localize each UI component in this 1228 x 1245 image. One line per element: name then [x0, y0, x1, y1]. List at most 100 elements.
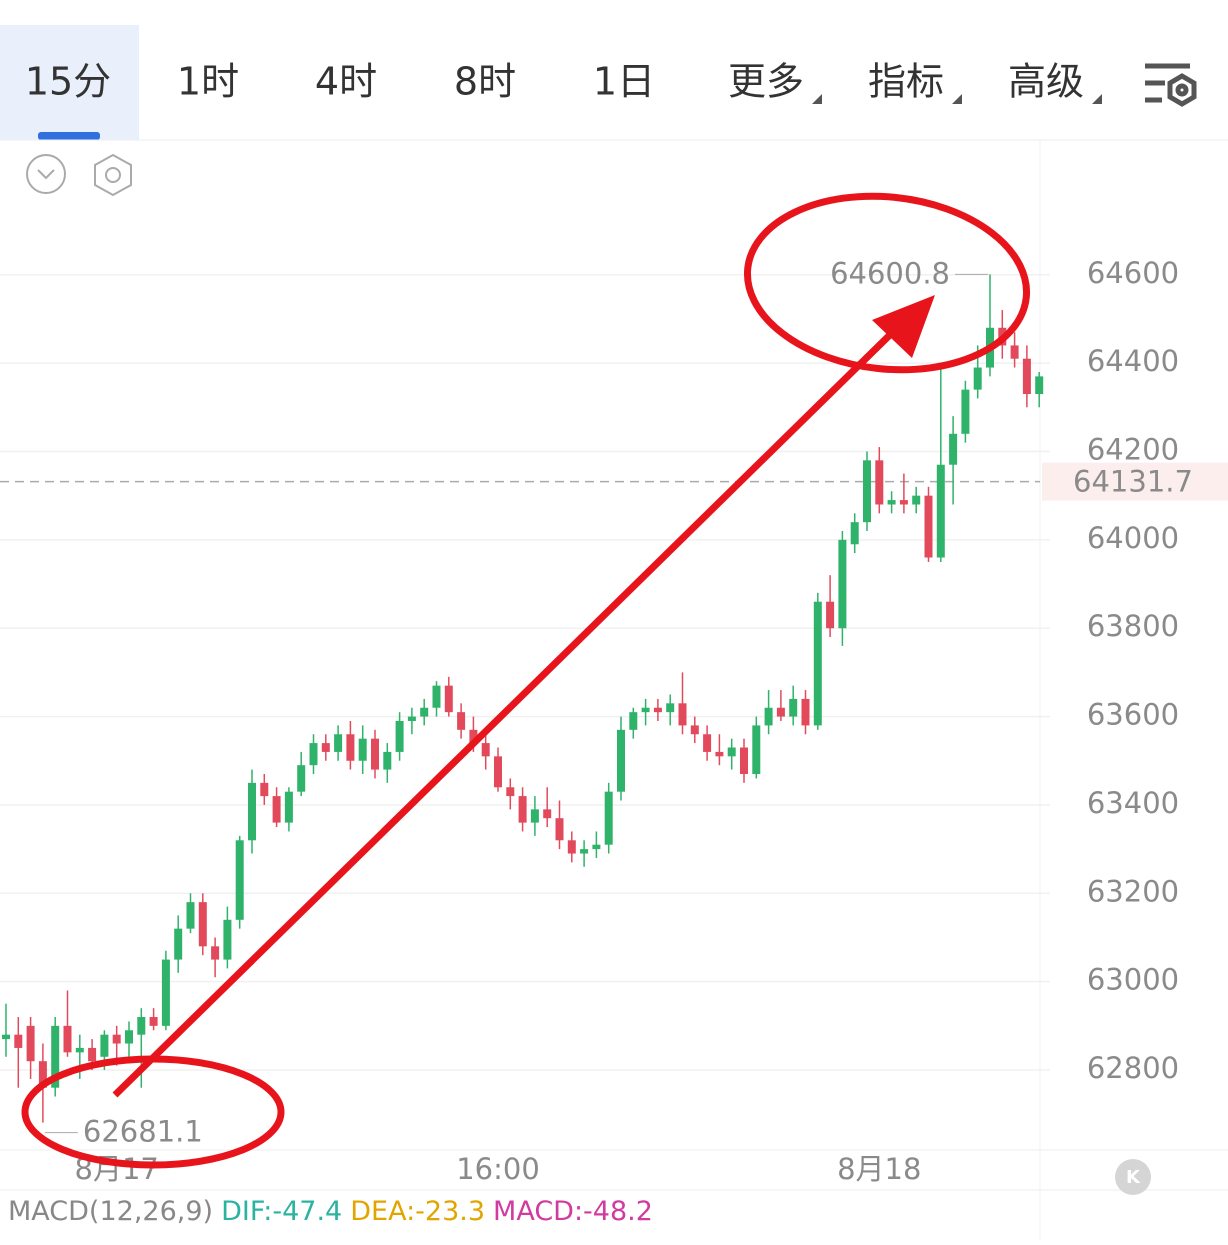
candle-body — [63, 1025, 72, 1053]
candle-body — [272, 796, 281, 823]
candle-body — [358, 738, 367, 761]
candle-body — [174, 928, 183, 960]
candle-body — [297, 765, 306, 792]
candle-body — [444, 685, 453, 713]
candle-body — [530, 809, 539, 823]
candle-body — [936, 464, 945, 558]
macd-value: MACD:-48.2 — [493, 1196, 653, 1227]
candle-body — [703, 734, 712, 752]
tab[interactable]: 15分 — [25, 60, 111, 104]
candle-body — [1010, 345, 1019, 359]
candle-body — [371, 738, 379, 770]
annotation — [21, 192, 1031, 1169]
candle-body — [641, 707, 650, 713]
candle-body — [899, 500, 908, 505]
candle-body — [38, 1061, 47, 1088]
y-tick-label: 64000 — [1087, 521, 1179, 555]
candle-body — [260, 782, 269, 797]
candle-body — [690, 725, 699, 735]
candle-body — [248, 782, 256, 841]
last-price-label: 64131.7 — [1073, 465, 1193, 499]
settings-icon[interactable] — [1145, 63, 1197, 107]
y-tick-label: 63600 — [1087, 698, 1179, 732]
active-tab-bg — [0, 25, 139, 140]
candle-body — [764, 707, 773, 726]
candle-body — [321, 743, 330, 752]
tab[interactable]: 1时 — [177, 60, 239, 104]
macd-dea: DEA:-23.3 — [350, 1196, 485, 1227]
candle-body — [555, 818, 564, 841]
candle-body — [198, 902, 207, 947]
candle-body — [604, 791, 613, 845]
candle-body — [334, 734, 343, 752]
candle-body — [543, 809, 552, 819]
tab[interactable]: 更多 — [728, 60, 804, 104]
candle-body — [801, 698, 810, 726]
candle-body — [383, 751, 392, 770]
tab[interactable]: 高级 — [1008, 60, 1084, 104]
candle-body — [2, 1034, 10, 1040]
x-tick-label: 8月18 — [837, 1152, 921, 1186]
candle-body — [617, 729, 625, 792]
last-price-bg — [1042, 462, 1228, 501]
candle-body — [653, 707, 662, 713]
candle-body — [776, 707, 785, 717]
candle-body — [826, 601, 835, 629]
reset-button[interactable] — [1115, 1159, 1151, 1195]
candle-body — [211, 946, 220, 960]
candle-body — [26, 1025, 35, 1062]
y-tick-label: 63800 — [1087, 609, 1179, 643]
candle-body — [395, 720, 404, 752]
candle-body — [14, 1034, 23, 1048]
candle-body — [518, 796, 527, 823]
y-tick-label: 64600 — [1087, 256, 1179, 290]
candle-body — [727, 747, 736, 757]
tab[interactable]: 指标 — [868, 60, 944, 104]
candle-body — [223, 919, 232, 960]
y-tick-label: 63400 — [1087, 786, 1179, 820]
y-tick-label: 63000 — [1087, 963, 1179, 997]
tab[interactable]: 4时 — [315, 60, 377, 104]
reset-icon[interactable]: K — [1126, 1167, 1141, 1188]
candle-body — [506, 787, 515, 797]
candle-body — [973, 367, 982, 390]
candle-body — [137, 1017, 146, 1035]
dropdown-marker — [952, 94, 962, 104]
candle-body — [407, 716, 416, 721]
candle-body — [161, 959, 170, 1026]
candle-body — [432, 685, 441, 708]
y-tick-label: 63200 — [1087, 874, 1179, 908]
candle-body — [149, 1017, 158, 1026]
candle-body — [420, 707, 429, 717]
dropdown-marker — [812, 94, 822, 104]
y-tick-label: 64200 — [1087, 432, 1179, 466]
candle-body — [100, 1034, 109, 1057]
collapse-icon[interactable] — [26, 154, 66, 194]
candle-body — [75, 1047, 84, 1053]
candle-body — [678, 703, 687, 726]
candle-body — [481, 743, 490, 757]
candle-body — [469, 729, 478, 744]
candle-body — [850, 522, 859, 545]
candle-body — [666, 703, 675, 713]
candle-body — [863, 460, 871, 523]
macd-legend: MACD(12,26,9) DIF:-47.4 DEA:-23.3 MACD:-48.… — [8, 1196, 653, 1227]
candle-body — [949, 433, 958, 465]
dropdown-marker — [1092, 94, 1102, 104]
hex-settings-icon[interactable] — [94, 153, 132, 197]
candle-body — [567, 840, 576, 854]
candle-body — [752, 725, 761, 775]
candle-body — [715, 751, 724, 757]
candle-body — [1035, 376, 1044, 395]
candle-body — [592, 844, 601, 850]
y-tick-label: 62800 — [1087, 1051, 1179, 1085]
candle-body — [51, 1025, 60, 1088]
candle-body — [740, 747, 748, 775]
candle-body — [88, 1047, 97, 1062]
candle-body — [580, 849, 589, 854]
candle-body — [494, 756, 502, 788]
tab[interactable]: 1日 — [593, 60, 655, 104]
candle-body — [235, 840, 244, 920]
candle-body — [457, 712, 466, 730]
tab[interactable]: 8时 — [454, 60, 516, 104]
